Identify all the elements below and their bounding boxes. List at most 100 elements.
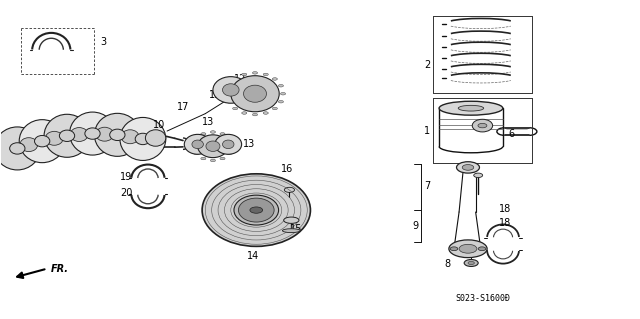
Text: 10: 10: [154, 120, 166, 130]
Text: 6: 6: [508, 129, 514, 139]
Circle shape: [211, 159, 216, 162]
Circle shape: [272, 107, 277, 110]
Circle shape: [227, 152, 232, 155]
Text: FR.: FR.: [51, 264, 68, 274]
Circle shape: [474, 173, 483, 178]
Ellipse shape: [85, 128, 100, 139]
Ellipse shape: [223, 84, 239, 96]
Text: 13: 13: [209, 90, 221, 100]
Text: 7: 7: [424, 182, 430, 191]
Text: 9: 9: [413, 221, 419, 231]
Ellipse shape: [60, 130, 75, 141]
Circle shape: [61, 133, 74, 139]
Text: 1: 1: [424, 126, 430, 136]
Text: 3: 3: [100, 38, 106, 48]
Text: 8: 8: [444, 259, 451, 269]
Circle shape: [230, 145, 235, 147]
Ellipse shape: [121, 130, 139, 144]
Ellipse shape: [184, 134, 211, 154]
Circle shape: [11, 145, 24, 152]
Text: 18: 18: [499, 204, 511, 213]
Text: 13: 13: [243, 139, 255, 149]
Circle shape: [478, 123, 487, 128]
Ellipse shape: [215, 134, 242, 154]
Ellipse shape: [19, 120, 65, 163]
Ellipse shape: [244, 85, 266, 102]
Ellipse shape: [0, 127, 40, 170]
Ellipse shape: [282, 229, 300, 233]
Circle shape: [227, 138, 232, 140]
Ellipse shape: [120, 117, 166, 160]
Text: 12: 12: [234, 74, 246, 84]
Circle shape: [191, 145, 196, 147]
Circle shape: [227, 100, 232, 103]
Circle shape: [227, 85, 232, 87]
Circle shape: [111, 132, 124, 138]
Circle shape: [278, 100, 284, 103]
Ellipse shape: [213, 77, 248, 103]
Text: 16: 16: [281, 164, 293, 174]
Circle shape: [263, 112, 268, 114]
Circle shape: [464, 259, 478, 266]
Text: 15: 15: [289, 224, 302, 234]
Ellipse shape: [70, 128, 88, 141]
Text: 2: 2: [424, 60, 430, 70]
Ellipse shape: [35, 136, 50, 147]
Circle shape: [194, 138, 199, 140]
Circle shape: [220, 157, 225, 160]
Circle shape: [86, 130, 99, 137]
Circle shape: [136, 136, 149, 142]
Ellipse shape: [20, 138, 38, 152]
Ellipse shape: [109, 129, 125, 141]
Circle shape: [201, 157, 206, 160]
Ellipse shape: [96, 127, 113, 141]
Circle shape: [220, 133, 225, 135]
Circle shape: [459, 244, 477, 253]
Ellipse shape: [70, 112, 115, 155]
Circle shape: [263, 73, 268, 76]
Circle shape: [252, 113, 257, 116]
Ellipse shape: [145, 130, 166, 146]
Circle shape: [232, 107, 237, 110]
Ellipse shape: [231, 76, 279, 112]
Circle shape: [225, 93, 230, 95]
Ellipse shape: [472, 119, 493, 132]
Ellipse shape: [284, 217, 299, 223]
Ellipse shape: [206, 141, 220, 152]
Text: 11: 11: [221, 136, 234, 145]
Circle shape: [468, 261, 474, 264]
Ellipse shape: [95, 113, 140, 156]
Circle shape: [250, 207, 262, 213]
Ellipse shape: [45, 131, 63, 145]
Text: 19: 19: [120, 172, 132, 182]
Ellipse shape: [44, 114, 90, 157]
Ellipse shape: [192, 140, 204, 149]
Ellipse shape: [198, 135, 228, 158]
Circle shape: [36, 138, 49, 144]
Text: 17: 17: [177, 102, 189, 112]
Ellipse shape: [449, 240, 487, 258]
Text: 20: 20: [120, 188, 132, 198]
Text: S023-S1600Đ: S023-S1600Đ: [455, 294, 510, 303]
Circle shape: [280, 93, 285, 95]
Circle shape: [478, 247, 486, 251]
Ellipse shape: [135, 133, 150, 145]
Circle shape: [242, 112, 247, 114]
Ellipse shape: [10, 143, 25, 154]
Text: 14: 14: [247, 251, 259, 261]
Text: 18: 18: [499, 218, 511, 228]
Circle shape: [450, 247, 458, 251]
Text: 13: 13: [202, 116, 214, 127]
Ellipse shape: [439, 101, 503, 115]
Ellipse shape: [202, 174, 310, 246]
Circle shape: [242, 73, 247, 76]
Circle shape: [278, 85, 284, 87]
Circle shape: [462, 165, 474, 170]
Circle shape: [211, 131, 216, 133]
Ellipse shape: [239, 198, 274, 222]
Circle shape: [201, 133, 206, 135]
Circle shape: [272, 78, 277, 80]
Ellipse shape: [223, 140, 234, 149]
Ellipse shape: [456, 162, 479, 173]
Ellipse shape: [234, 195, 278, 225]
